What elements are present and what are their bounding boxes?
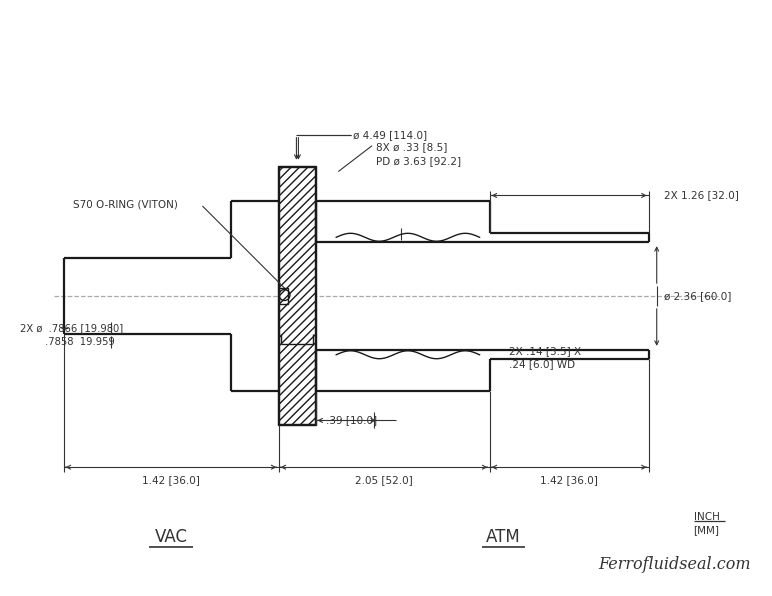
Text: 1.42 [36.0]: 1.42 [36.0] (540, 475, 598, 485)
Text: 2X ø  .7866 [19.980]: 2X ø .7866 [19.980] (20, 323, 123, 333)
Text: [MM]: [MM] (693, 525, 720, 535)
Text: S70 O-RING (VITON): S70 O-RING (VITON) (73, 200, 178, 209)
Text: 8X ø .33 [8.5]: 8X ø .33 [8.5] (376, 142, 448, 152)
Text: INCH: INCH (693, 512, 720, 522)
Text: 1.42 [36.0]: 1.42 [36.0] (142, 475, 200, 485)
Text: VAC: VAC (154, 528, 188, 546)
Text: 2X .14 [3.5] X: 2X .14 [3.5] X (510, 346, 581, 356)
Text: .24 [6.0] WD: .24 [6.0] WD (510, 359, 576, 369)
Polygon shape (279, 167, 317, 426)
Text: ATM: ATM (486, 528, 521, 546)
Text: ø 4.49 [114.0]: ø 4.49 [114.0] (353, 130, 427, 140)
Text: PD ø 3.63 [92.2]: PD ø 3.63 [92.2] (376, 156, 461, 166)
Text: Ferrofluidseal.com: Ferrofluidseal.com (598, 556, 750, 573)
Text: ø 2.36 [60.0]: ø 2.36 [60.0] (664, 291, 731, 301)
Text: 2.05 [52.0]: 2.05 [52.0] (355, 475, 413, 485)
Text: .39 [10.0]: .39 [10.0] (327, 415, 378, 426)
Text: 2X 1.26 [32.0]: 2X 1.26 [32.0] (664, 191, 739, 200)
Text: .7858  19.959: .7858 19.959 (20, 337, 114, 347)
